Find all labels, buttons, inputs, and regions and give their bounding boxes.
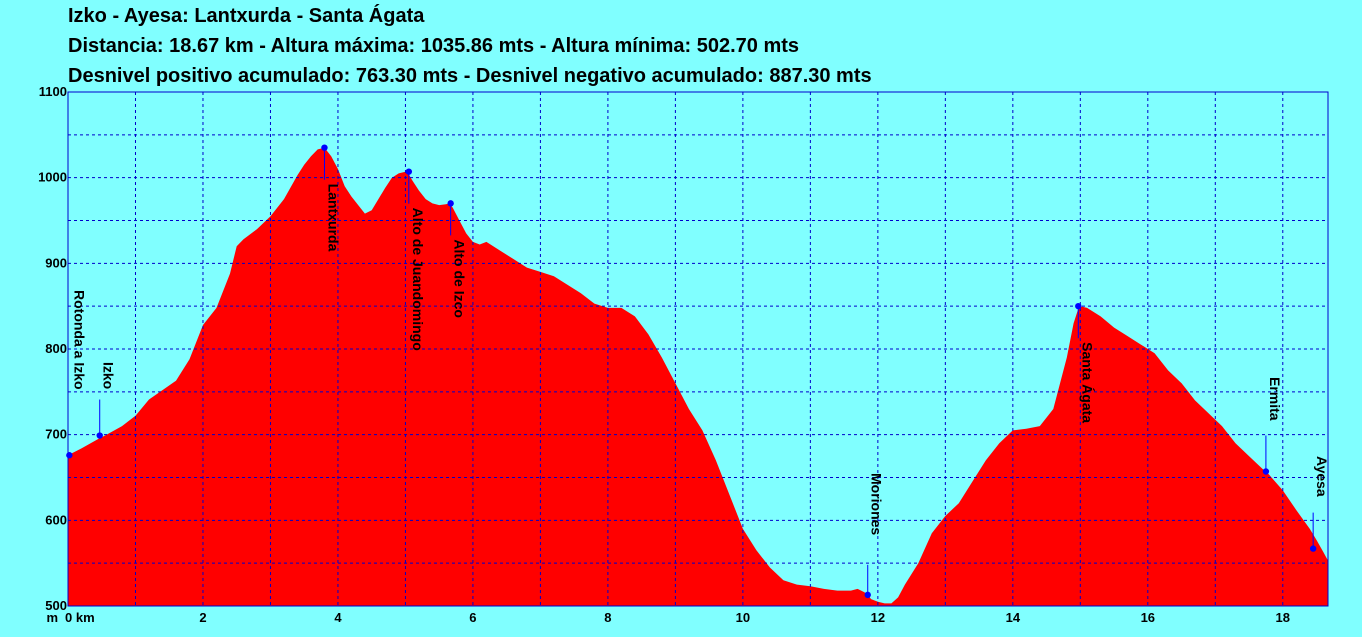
x-tick-label: 2 (199, 610, 206, 625)
x-tick-label: 0 km (65, 610, 95, 625)
y-unit-label: m (46, 610, 58, 625)
waypoint-marker (864, 591, 871, 599)
chart-title: Izko - Ayesa: Lantxurda - Santa Ágata (68, 5, 425, 27)
waypoint-label: Alto de Izco (452, 239, 468, 318)
summary-elevation-gain-loss: Desnivel positivo acumulado: 763.30 mts … (68, 65, 872, 87)
waypoint-label: Lantxurda (325, 184, 341, 252)
waypoint-layer: Rotonda a Izko Izko Lantxurda Alto de Juand… (66, 144, 1330, 599)
x-tick-label: 10 (736, 610, 750, 625)
x-tick-label: 12 (871, 610, 885, 625)
y-tick-label: 900 (45, 255, 67, 270)
waypoint-label: Izko (101, 362, 117, 389)
waypoint-marker (96, 432, 103, 439)
x-tick-label: 16 (1141, 610, 1155, 625)
elevation-area (68, 147, 1328, 606)
waypoint-label: Moriones (869, 473, 885, 535)
waypoint-marker (66, 452, 73, 459)
x-tick-label: 6 (469, 610, 476, 625)
x-tick-label: 4 (334, 610, 342, 625)
y-tick-label: 600 (45, 512, 67, 527)
waypoint-marker (447, 200, 454, 207)
waypoint-marker (1262, 468, 1270, 475)
y-tick-label: 800 (45, 341, 67, 356)
x-tick-label: 8 (604, 610, 611, 625)
waypoint-label: Alto de Juandomingo (410, 208, 426, 351)
y-tick-label: 1000 (38, 170, 67, 185)
y-tick-label: 1100 (39, 84, 67, 99)
waypoint-marker (405, 168, 413, 175)
x-tick-label: 14 (1006, 610, 1021, 625)
profile-area-layer (68, 147, 1328, 606)
waypoint-label: Rotonda a Izko (71, 290, 87, 390)
waypoint-marker (1309, 545, 1317, 552)
waypoint-marker (321, 144, 328, 151)
x-tick-label: 18 (1276, 610, 1290, 625)
waypoint-label: Santa Ágata (1079, 342, 1095, 423)
waypoint-label: Ayesa (1314, 456, 1330, 497)
waypoint-label: Ermita (1267, 377, 1283, 421)
grid-layer (67, 91, 1329, 607)
y-tick-label: 500 (45, 598, 67, 613)
plot-frame (67, 91, 1329, 607)
summary-distance-altitudes: Distancia: 18.67 km - Altura máxima: 103… (68, 35, 800, 57)
waypoint-marker (1075, 302, 1082, 310)
y-tick-label: 700 (45, 427, 67, 442)
axis-layer: 500 600 700 800 900 1000 1100 m 0 km 2 4 6 8 10 12 14 16… (38, 84, 1290, 625)
